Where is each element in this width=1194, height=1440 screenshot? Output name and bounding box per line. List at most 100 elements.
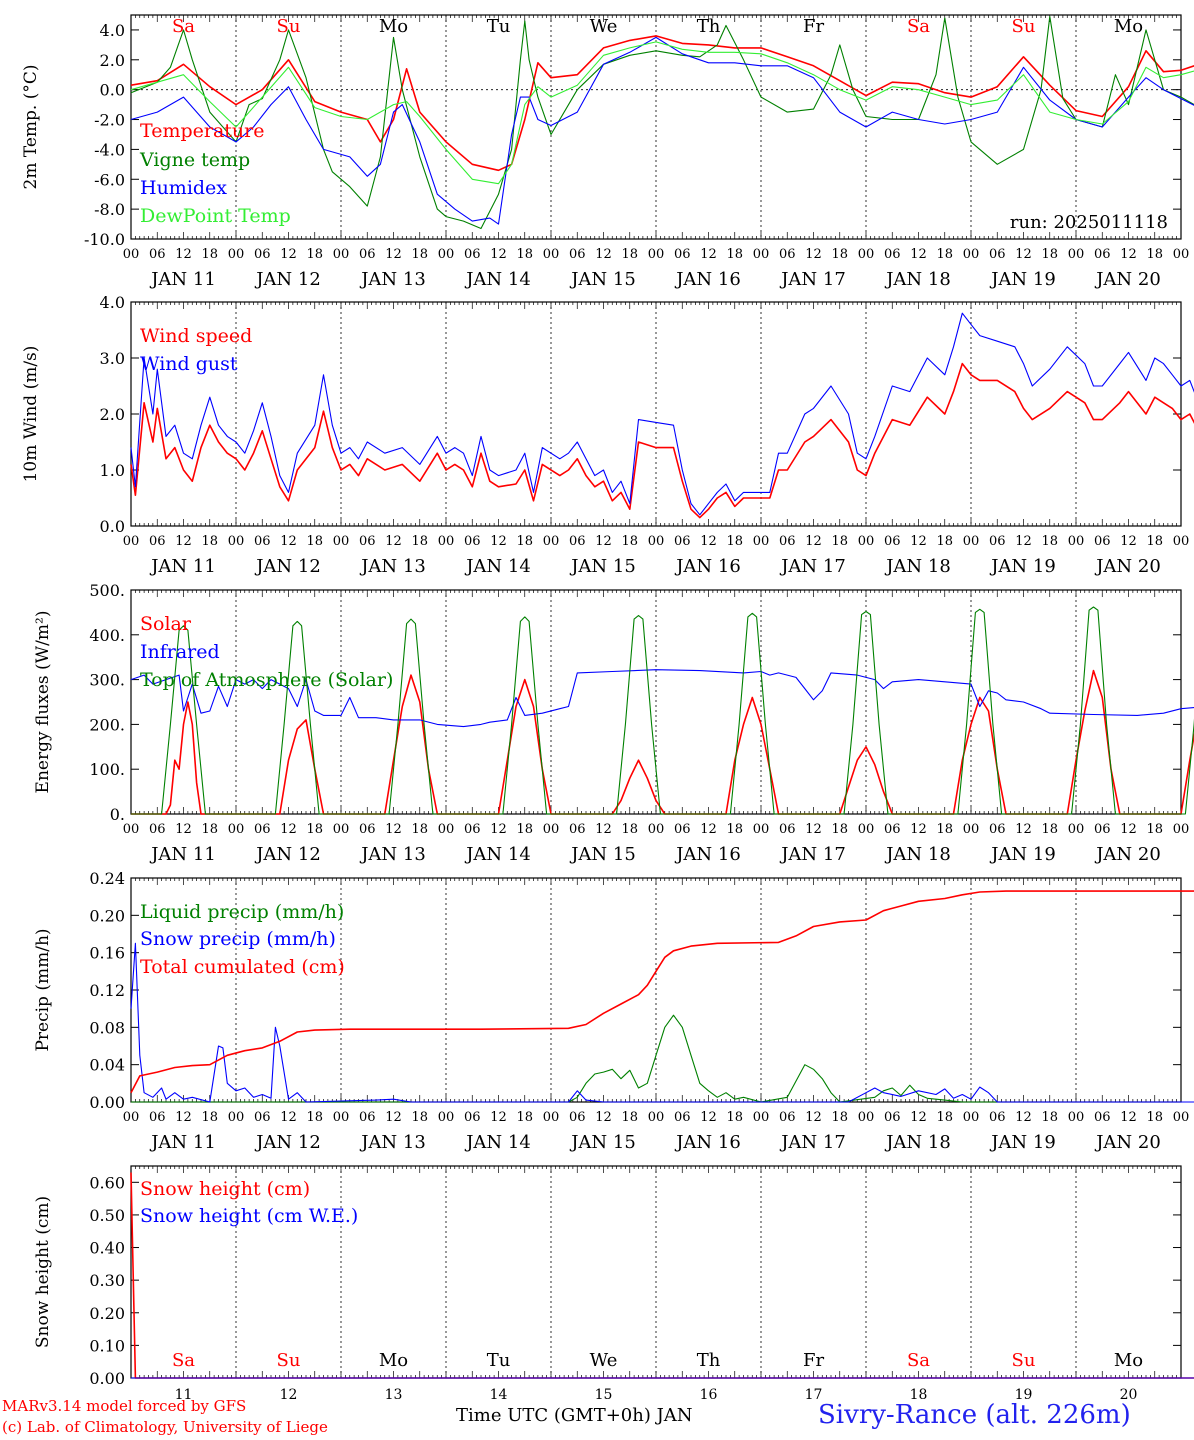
hour-tick-label: 00: [963, 822, 980, 837]
bottom-date-label: 18: [910, 1387, 928, 1403]
date-label: JAN 11: [149, 556, 216, 577]
hour-tick-label: 18: [1146, 1110, 1163, 1125]
series-line-snow-precip-mm-h-: [130, 942, 1194, 1103]
hour-tick-label: 00: [1068, 534, 1085, 549]
legend-entry: Total cumulated (cm): [140, 956, 345, 978]
y-tick-label: 1.0: [100, 461, 125, 480]
y-tick-label: 0.60: [89, 1173, 125, 1192]
hour-tick-label: 18: [1041, 822, 1058, 837]
date-label: JAN 17: [779, 1132, 846, 1153]
weekday-label: Mo: [379, 16, 408, 37]
bottom-date-label: 17: [805, 1387, 823, 1403]
hour-tick-label: 06: [359, 822, 376, 837]
date-label: JAN 19: [989, 556, 1056, 577]
y-tick-label: 0.30: [89, 1271, 125, 1290]
hour-tick-label: 18: [831, 822, 848, 837]
hour-tick-label: 18: [516, 534, 533, 549]
y-axis-label: 2m Temp. (°C): [21, 64, 41, 189]
weekday-label: Sa: [907, 16, 930, 37]
hour-tick-label: 00: [753, 247, 770, 262]
hour-tick-label: 12: [805, 1110, 822, 1125]
date-label: JAN 16: [674, 1132, 741, 1153]
date-label: JAN 18: [884, 844, 951, 865]
y-tick-label: 0.16: [89, 944, 125, 963]
y-axis-label: Snow height (cm): [33, 1196, 53, 1348]
hour-tick-label: 12: [1015, 822, 1032, 837]
hour-tick-label: 18: [306, 247, 323, 262]
date-label: JAN 19: [989, 1132, 1056, 1153]
run-annotation: run: 2025011118: [1010, 212, 1168, 233]
hour-tick-label: 06: [149, 247, 166, 262]
y-tick-label: -2.0: [94, 111, 125, 130]
hour-tick-label: 00: [543, 534, 560, 549]
hour-tick-label: 12: [280, 822, 297, 837]
hour-tick-label: 00: [1173, 534, 1190, 549]
hour-tick-label: 06: [779, 1110, 796, 1125]
hour-tick-label: 06: [674, 822, 691, 837]
hour-tick-label: 06: [1094, 247, 1111, 262]
series-line-top-of-atmosphere-solar-: [131, 606, 1194, 815]
hour-tick-label: 00: [753, 822, 770, 837]
hour-tick-label: 00: [963, 1110, 980, 1125]
legend-entry: Humidex: [140, 177, 227, 199]
hour-tick-label: 06: [149, 1110, 166, 1125]
hour-tick-label: 18: [1041, 247, 1058, 262]
hour-tick-label: 00: [543, 1110, 560, 1125]
hour-tick-label: 00: [438, 247, 455, 262]
hour-tick-label: 00: [123, 534, 140, 549]
y-tick-label: 0.24: [89, 869, 125, 888]
hour-tick-label: 00: [123, 1110, 140, 1125]
hour-tick-label: 18: [726, 247, 743, 262]
series-line-total-cumulated-cm-: [130, 890, 1194, 1094]
hour-tick-label: 00: [123, 247, 140, 262]
hour-tick-label: 06: [569, 534, 586, 549]
hour-tick-label: 00: [228, 534, 245, 549]
hour-tick-label: 18: [621, 822, 638, 837]
hour-tick-label: 06: [674, 1110, 691, 1125]
date-label: JAN 19: [989, 269, 1056, 290]
hour-tick-label: 18: [621, 247, 638, 262]
hour-tick-label: 18: [516, 1110, 533, 1125]
bottom-date-label: 16: [700, 1387, 718, 1403]
weekday-label: Tu: [487, 16, 511, 37]
hour-tick-label: 06: [884, 247, 901, 262]
hour-tick-label: 06: [989, 1110, 1006, 1125]
bottom-date-label: 19: [1015, 1387, 1033, 1403]
legend-entry: Infrared: [140, 641, 220, 663]
station-name: Sivry-Rance (alt. 226m): [818, 1400, 1131, 1430]
hour-tick-label: 06: [149, 534, 166, 549]
y-tick-label: 4.0: [100, 21, 125, 40]
hour-tick-label: 12: [385, 534, 402, 549]
hour-tick-label: 12: [1120, 822, 1137, 837]
date-label: JAN 14: [464, 844, 531, 865]
y-tick-label: 0.00: [89, 1093, 125, 1112]
hour-tick-label: 18: [306, 1110, 323, 1125]
hour-tick-label: 06: [1094, 534, 1111, 549]
hour-tick-label: 06: [779, 822, 796, 837]
hour-tick-label: 06: [359, 1110, 376, 1125]
hour-tick-label: 12: [1120, 534, 1137, 549]
hour-tick-label: 06: [1094, 1110, 1111, 1125]
legend-entry: Wind speed: [140, 325, 252, 347]
hour-tick-label: 00: [753, 534, 770, 549]
hour-tick-label: 18: [726, 822, 743, 837]
hour-tick-label: 18: [201, 1110, 218, 1125]
y-tick-label: 0.08: [89, 1018, 125, 1037]
legend-entry: Snow height (cm W.E.): [140, 1205, 358, 1227]
date-label: JAN 20: [1094, 1132, 1161, 1153]
hour-tick-label: 12: [805, 247, 822, 262]
hour-tick-label: 06: [989, 247, 1006, 262]
hour-tick-label: 06: [674, 534, 691, 549]
weekday-label: We: [590, 16, 618, 37]
hour-tick-label: 06: [464, 822, 481, 837]
hour-tick-label: 18: [936, 534, 953, 549]
bottom-date-label: 15: [595, 1387, 613, 1403]
hour-tick-label: 00: [858, 822, 875, 837]
hour-tick-label: 12: [1015, 247, 1032, 262]
panel-4: 0.24 0.20 0.16 0.12 0.08 0.04 0.00 Precip (mm/h…: [33, 869, 1194, 1153]
hour-tick-label: 12: [910, 1110, 927, 1125]
hour-tick-label: 12: [175, 534, 192, 549]
date-label: JAN 14: [464, 269, 531, 290]
y-tick-label: 400.: [89, 626, 125, 645]
hour-tick-label: 18: [306, 822, 323, 837]
